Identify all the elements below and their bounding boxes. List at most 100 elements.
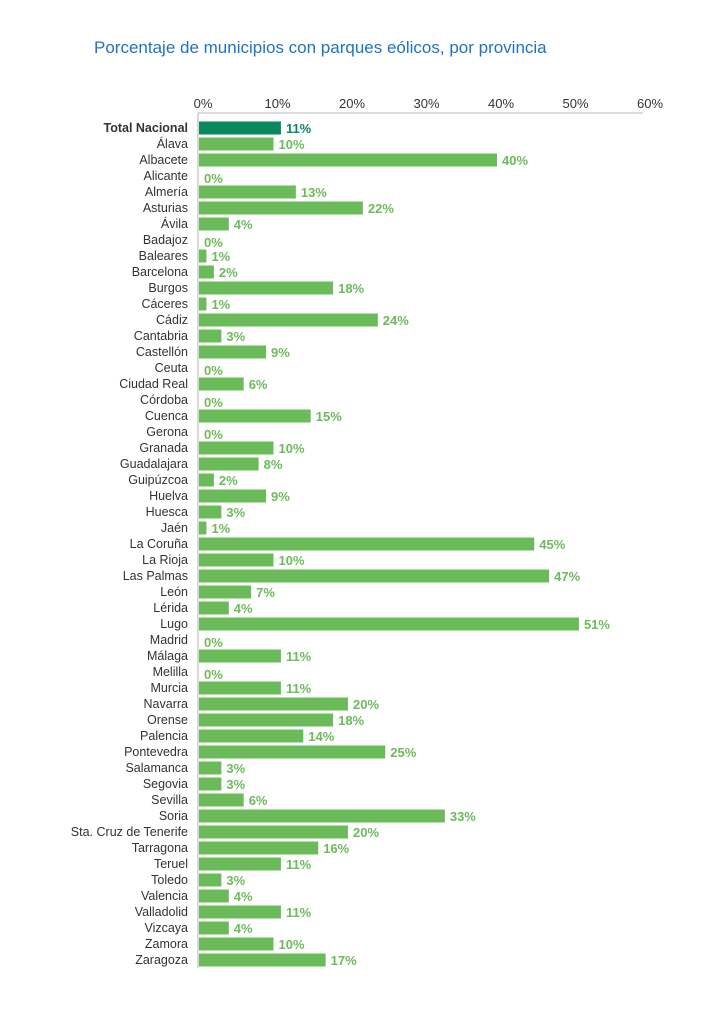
data-label: 9%: [271, 489, 290, 504]
x-tick-label: 40%: [488, 96, 514, 111]
bar: [199, 681, 281, 695]
bar: [199, 329, 222, 343]
bar: [199, 777, 222, 791]
data-label: 17%: [331, 953, 357, 968]
bar: [199, 377, 244, 391]
category-label: León: [160, 585, 188, 599]
category-label: Guadalajara: [120, 457, 188, 471]
data-label: 8%: [264, 457, 283, 472]
category-label: La Coruña: [130, 537, 188, 551]
category-label: Granada: [139, 441, 188, 455]
bar: [199, 249, 207, 263]
bar: [199, 841, 319, 855]
category-label: Córdoba: [140, 393, 188, 407]
bar: [199, 185, 296, 199]
category-label: Ávila: [161, 216, 188, 231]
bar: [199, 297, 207, 311]
bar: [199, 745, 386, 759]
bar: [199, 281, 334, 295]
x-tick-label: 0%: [194, 96, 213, 111]
category-label: Madrid: [150, 633, 188, 647]
category-label: Lugo: [160, 617, 188, 631]
category-label: Toledo: [151, 873, 188, 887]
category-label: Cáceres: [141, 297, 188, 311]
data-label: 7%: [256, 585, 275, 600]
data-label: 51%: [584, 617, 610, 632]
bar: [199, 873, 222, 887]
category-label: Albacete: [139, 153, 188, 167]
data-label: 15%: [316, 409, 342, 424]
data-label: 2%: [219, 473, 238, 488]
data-label: 3%: [226, 777, 245, 792]
bar: [199, 537, 535, 551]
bar: [199, 601, 229, 615]
category-label: Murcia: [150, 681, 188, 695]
data-label: 16%: [323, 841, 349, 856]
bar: [199, 697, 348, 711]
data-label: 0%: [204, 635, 223, 650]
data-label: 24%: [383, 313, 409, 328]
category-label: Zaragoza: [135, 953, 188, 967]
bar: [199, 121, 281, 135]
data-label: 6%: [249, 793, 268, 808]
bar: [199, 473, 214, 487]
category-label: Málaga: [147, 649, 188, 663]
data-label: 10%: [279, 441, 305, 456]
bar: [199, 521, 207, 535]
data-label: 4%: [234, 601, 253, 616]
bar: [199, 937, 274, 951]
category-label: La Rioja: [142, 553, 188, 567]
bar: [199, 137, 274, 151]
category-label: Badajoz: [143, 233, 188, 247]
category-label: Navarra: [144, 697, 189, 711]
data-label: 1%: [211, 297, 230, 312]
category-label: Gerona: [146, 425, 188, 439]
bar: [199, 857, 281, 871]
category-label: Huesca: [146, 505, 188, 519]
category-label: Teruel: [154, 857, 188, 871]
bar: [199, 265, 214, 279]
data-label: 3%: [226, 329, 245, 344]
data-label: 0%: [204, 395, 223, 410]
bar: [199, 569, 550, 583]
data-label: 20%: [353, 697, 379, 712]
data-label: 1%: [211, 521, 230, 536]
data-label: 3%: [226, 505, 245, 520]
category-label: Cuenca: [145, 409, 188, 423]
bar: [199, 585, 252, 599]
category-label: Barcelona: [132, 265, 188, 279]
data-label: 9%: [271, 345, 290, 360]
data-label: 0%: [204, 171, 223, 186]
category-label: Cantabria: [134, 329, 188, 343]
bar: [199, 729, 304, 743]
data-label: 11%: [286, 905, 312, 920]
bar: [199, 441, 274, 455]
data-label: 3%: [226, 873, 245, 888]
bar: [199, 793, 244, 807]
data-label: 11%: [286, 857, 312, 872]
category-label: Melilla: [153, 665, 188, 679]
category-label: Total Nacional: [103, 121, 188, 135]
data-label: 3%: [226, 761, 245, 776]
data-label: 20%: [353, 825, 379, 840]
bar: [199, 825, 348, 839]
category-label: Ceuta: [155, 361, 188, 375]
bar: [199, 649, 281, 663]
category-label: Guipúzcoa: [128, 473, 188, 487]
data-label: 11%: [286, 121, 312, 136]
category-label: Salamanca: [125, 761, 188, 775]
data-label: 6%: [249, 377, 268, 392]
category-label: Valladolid: [135, 905, 188, 919]
bar: [199, 553, 274, 567]
data-label: 33%: [450, 809, 476, 824]
category-label: Álava: [157, 136, 188, 151]
category-label: Huelva: [149, 489, 188, 503]
x-tick-label: 20%: [339, 96, 365, 111]
data-label: 1%: [211, 249, 230, 264]
data-label: 4%: [234, 889, 253, 904]
data-label: 18%: [338, 713, 364, 728]
category-label: Castellón: [136, 345, 188, 359]
bar: [199, 617, 579, 631]
chart-title: Porcentaje de municipios con parques eól…: [94, 38, 547, 57]
category-label: Burgos: [148, 281, 188, 295]
